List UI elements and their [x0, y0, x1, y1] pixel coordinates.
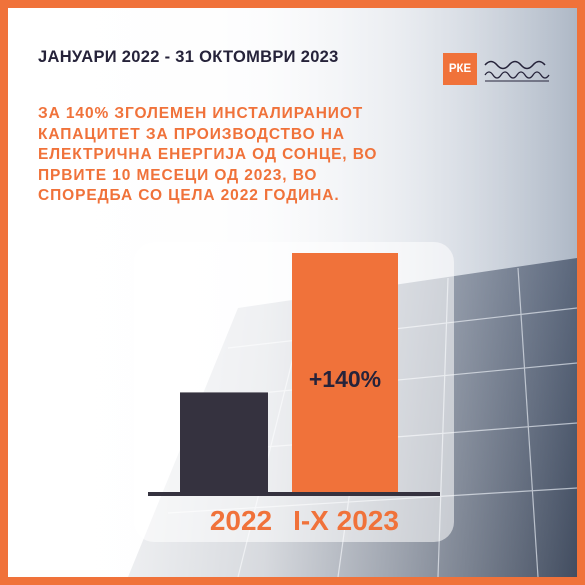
bar-1	[292, 253, 398, 492]
data-label: +140%	[309, 366, 381, 392]
headline-line: ПРВИТЕ 10 МЕСЕЦИ ОД 2023, ВО	[38, 166, 318, 184]
logo-badge: РКЕ	[443, 53, 477, 85]
logo: РКЕ	[443, 53, 555, 87]
category-label: 2022	[210, 505, 272, 536]
headline-line: ЗА 140% ЗГОЛЕМЕН ИНСТАЛИРАНИОТ	[38, 105, 364, 122]
page-title: ЈАНУАРИ 2022 - 31 ОКТОМВРИ 2023	[38, 48, 339, 66]
bar-chart: 2022 +140% I-X 2023	[148, 253, 440, 536]
headline: ЗА 140% ЗГОЛЕМЕН ИНСТАЛИРАНИОТ КАПАЦИТЕТ…	[38, 104, 478, 207]
headline-line: КАПАЦИТЕТ ЗА ПРОИЗВОДСТВО НА	[38, 125, 345, 143]
wave-icon	[484, 60, 550, 82]
headline-line: ЕЛЕКТРИЧНА ЕНЕРГИЈА ОД СОНЦЕ, ВО	[38, 146, 378, 163]
category-label: I-X 2023	[293, 505, 399, 536]
headline-line: СПОРЕДБА СО ЦЕЛА 2022 ГОДИНА.	[38, 187, 340, 204]
bar-0	[180, 392, 268, 492]
